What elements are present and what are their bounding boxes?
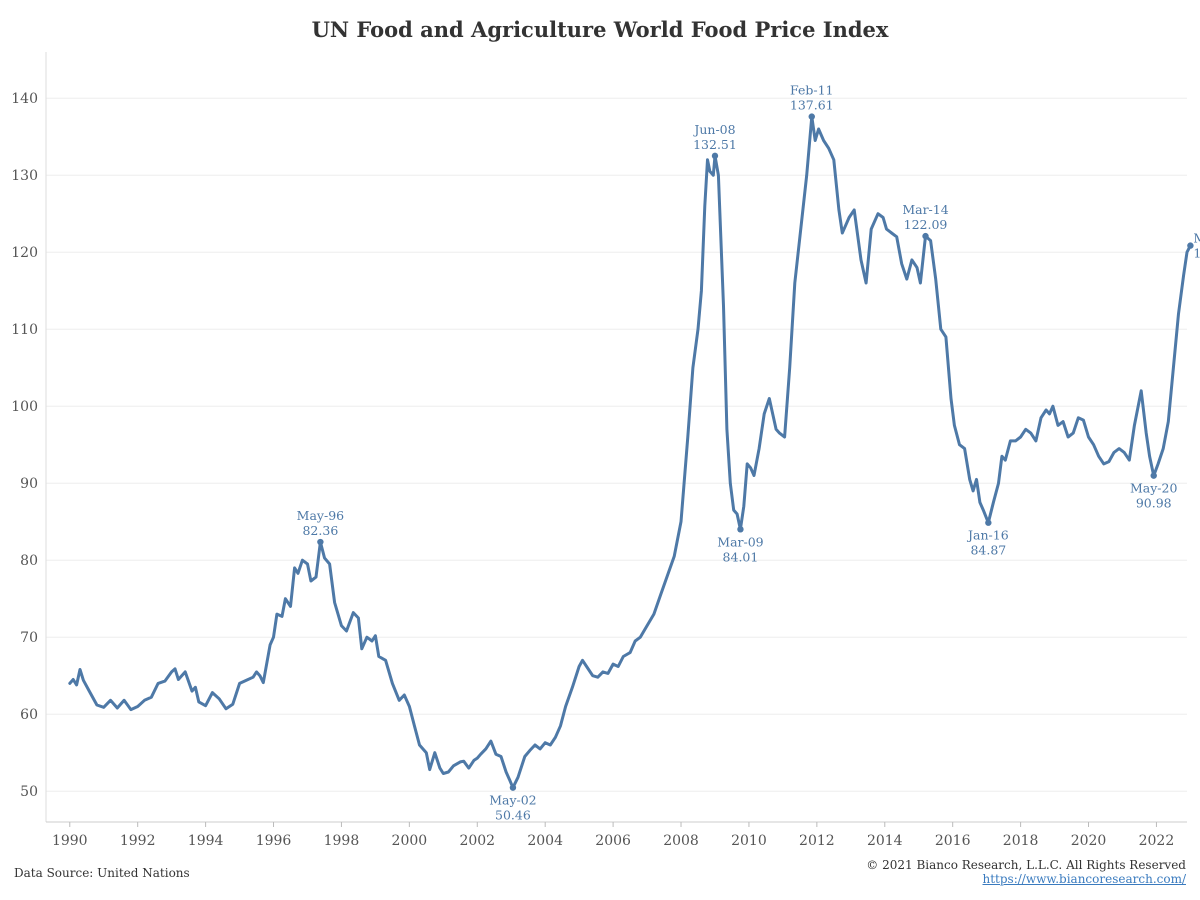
annotation-value: 132.51	[693, 137, 737, 152]
annotation-value: 84.87	[970, 543, 1006, 558]
website-link[interactable]: https://www.biancoresearch.com/	[982, 872, 1186, 886]
x-tick-label: 1998	[324, 833, 360, 849]
annotation-date: May-20	[1130, 481, 1177, 496]
y-tick-label: 60	[20, 707, 38, 723]
y-tick-label: 120	[11, 245, 38, 261]
annotation-value: 82.36	[302, 523, 338, 538]
y-tick-label: 70	[20, 630, 38, 646]
x-tick-label: 2010	[731, 833, 767, 849]
y-tick-label: 80	[20, 553, 38, 569]
chart-title: UN Food and Agriculture World Food Price…	[312, 17, 889, 42]
annotation-value: 122.09	[904, 217, 948, 232]
y-tick-label: 100	[11, 399, 38, 415]
annotation-point	[1187, 242, 1194, 249]
annotation-date: May-21	[1193, 231, 1200, 246]
x-tick-label: 2004	[527, 833, 563, 849]
data-source-note: Data Source: United Nations	[14, 866, 190, 880]
y-tick-label: 50	[20, 784, 38, 800]
series-line	[68, 115, 1192, 790]
x-tick-label: 1994	[188, 833, 224, 849]
annotation-point	[711, 152, 719, 160]
annotation-point	[737, 526, 744, 533]
x-tick-label: 2012	[799, 833, 835, 849]
annotation-point	[1150, 472, 1157, 479]
annotation-date: Jun-08	[692, 122, 735, 137]
x-tick-label: 1996	[256, 833, 292, 849]
x-tick-label: 2018	[1003, 833, 1039, 849]
x-tick-label: 2022	[1139, 833, 1175, 849]
x-tick-label: 1990	[52, 833, 88, 849]
y-tick-label: 140	[11, 91, 38, 107]
annotation-point	[509, 784, 517, 791]
x-tick-label: 2016	[935, 833, 971, 849]
grid	[45, 52, 1187, 822]
annotation-point	[317, 538, 324, 546]
x-tick-label: 2014	[867, 833, 903, 849]
annotation-date: Feb-11	[790, 83, 834, 98]
x-tick-label: 2020	[1071, 833, 1107, 849]
y-tick-label: 130	[11, 168, 38, 184]
y-tick-label: 90	[20, 476, 38, 492]
annotation-date: Jan-16	[966, 528, 1009, 543]
annotation-value: 120.86	[1193, 246, 1200, 261]
footer-credits: © 2021 Bianco Research, L.L.C. All Right…	[866, 858, 1186, 886]
annotation-value: 50.46	[495, 808, 531, 823]
y-axis: 50 60 70 80 90 100 110 120 130 140	[11, 91, 38, 800]
y-tick-label: 110	[11, 322, 38, 338]
x-tick-label: 1992	[120, 833, 156, 849]
annotation-value: 84.01	[723, 549, 759, 564]
copyright-text: © 2021 Bianco Research, L.L.C. All Right…	[866, 858, 1186, 872]
annotation-date: May-02	[489, 793, 536, 808]
annotation-point	[808, 113, 815, 120]
annotation-value: 137.61	[790, 98, 834, 113]
annotation-point	[985, 519, 992, 526]
x-axis: 1990 1992 1994 1996 1998 2000 2002 2004 2006 2008…	[46, 821, 1187, 849]
series-layer	[68, 115, 1192, 790]
annotation-point	[922, 232, 929, 240]
x-tick-label: 2000	[392, 833, 428, 849]
annotation-date: May-96	[297, 508, 344, 523]
x-tick-label: 2008	[663, 833, 699, 849]
annotation-date: Mar-09	[717, 534, 763, 549]
annotation-value: 90.98	[1136, 496, 1172, 511]
x-tick-label: 2006	[595, 833, 631, 849]
x-tick-label: 2002	[459, 833, 495, 849]
annotation-date: Mar-14	[902, 202, 948, 217]
